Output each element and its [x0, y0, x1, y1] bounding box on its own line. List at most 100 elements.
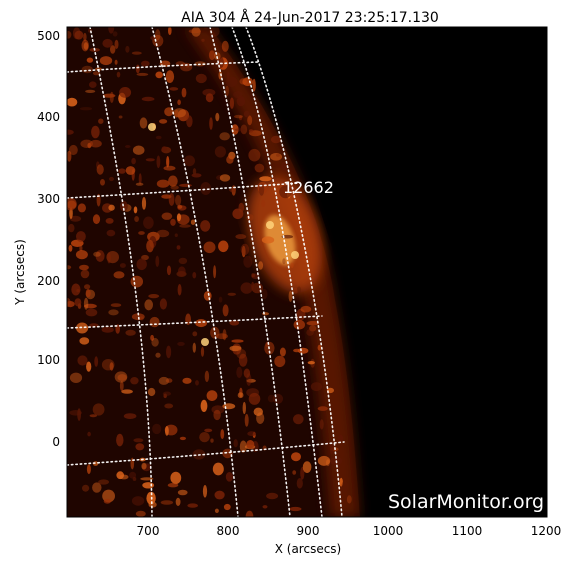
emission-patch — [262, 312, 269, 316]
emission-patch — [236, 366, 243, 379]
emission-patch — [96, 164, 104, 175]
emission-patch — [177, 341, 185, 346]
emission-patch — [168, 27, 172, 35]
emission-patch — [195, 380, 199, 386]
emission-patch — [136, 72, 149, 76]
emission-patch — [89, 323, 99, 328]
emission-patch — [276, 153, 280, 157]
emission-patch — [77, 203, 86, 213]
emission-patch — [142, 482, 155, 489]
emission-patch — [80, 139, 93, 148]
emission-patch — [225, 85, 229, 97]
emission-patch — [251, 281, 255, 290]
emission-patch — [92, 403, 105, 416]
emission-patch — [86, 361, 92, 372]
bright-point — [266, 221, 274, 229]
emission-patch — [102, 489, 115, 503]
emission-patch — [293, 319, 305, 330]
x-axis: 700 800 900 1000 1100 1200 X (arcsecs) — [137, 524, 562, 556]
emission-patch — [306, 321, 320, 326]
emission-patch — [243, 255, 253, 268]
emission-patch — [209, 27, 220, 37]
emission-patch — [289, 506, 302, 512]
emission-patch — [238, 353, 248, 367]
emission-patch — [248, 148, 261, 162]
emission-patch — [209, 117, 213, 130]
emission-patch — [317, 344, 322, 351]
active-region-label: 12662 — [283, 178, 334, 197]
emission-patch — [174, 233, 178, 237]
emission-patch — [270, 135, 282, 144]
emission-patch — [237, 392, 244, 399]
y-tick-label: 0 — [52, 435, 60, 449]
emission-patch — [116, 471, 124, 480]
bright-point — [148, 123, 156, 131]
emission-patch — [221, 40, 229, 52]
emission-patch — [346, 495, 352, 504]
emission-patch — [120, 200, 128, 212]
emission-patch — [92, 214, 101, 225]
emission-patch — [222, 304, 229, 317]
emission-patch — [290, 262, 294, 269]
emission-patch — [203, 27, 208, 30]
emission-patch — [200, 399, 208, 412]
emission-patch — [296, 286, 302, 294]
emission-patch — [240, 124, 248, 135]
emission-patch — [233, 91, 243, 99]
emission-patch — [218, 240, 229, 253]
emission-patch — [246, 378, 256, 383]
x-tick-label: 900 — [297, 524, 320, 538]
emission-patch — [84, 284, 91, 290]
emission-patch — [292, 287, 298, 294]
emission-patch — [291, 452, 301, 462]
emission-patch — [201, 38, 205, 42]
emission-patch — [69, 215, 82, 222]
emission-patch — [83, 297, 89, 310]
emission-patch — [129, 471, 137, 479]
emission-patch — [293, 414, 304, 425]
emission-patch — [141, 197, 147, 210]
emission-patch — [144, 299, 153, 311]
emission-patch — [182, 377, 192, 384]
emission-patch — [214, 490, 225, 500]
emission-patch — [166, 156, 170, 168]
emission-patch — [246, 440, 255, 449]
emission-patch — [114, 371, 128, 383]
emission-patch — [155, 352, 161, 358]
emission-patch — [177, 266, 186, 277]
emission-patch — [85, 308, 98, 317]
emission-patch — [176, 213, 182, 222]
emission-patch — [108, 204, 115, 211]
emission-patch — [177, 99, 181, 106]
emission-patch — [282, 258, 286, 265]
emission-patch — [166, 345, 172, 359]
emission-patch — [131, 496, 145, 506]
emission-patch — [341, 480, 349, 493]
emission-patch — [170, 218, 176, 226]
emission-patch — [155, 135, 162, 140]
emission-patch — [200, 346, 205, 357]
emission-patch — [139, 117, 148, 129]
emission-patch — [202, 485, 208, 498]
emission-patch — [219, 132, 230, 141]
emission-patch — [203, 241, 216, 254]
emission-patch — [168, 175, 178, 187]
emission-patch — [109, 176, 114, 182]
emission-patch — [125, 145, 131, 148]
emission-patch — [80, 269, 90, 279]
emission-patch — [208, 50, 216, 61]
emission-patch — [79, 337, 90, 345]
emission-patch — [248, 392, 261, 405]
emission-patch — [135, 443, 145, 451]
emission-patch — [240, 243, 250, 256]
x-tick-label: 1100 — [452, 524, 483, 538]
emission-patch — [131, 51, 142, 55]
emission-patch — [252, 78, 256, 92]
emission-patch — [77, 355, 88, 366]
emission-patch — [236, 96, 246, 107]
emission-patch — [226, 71, 230, 80]
emission-patch — [234, 128, 246, 132]
emission-patch — [117, 374, 127, 381]
emission-patch — [261, 236, 275, 244]
emission-patch — [67, 31, 72, 39]
